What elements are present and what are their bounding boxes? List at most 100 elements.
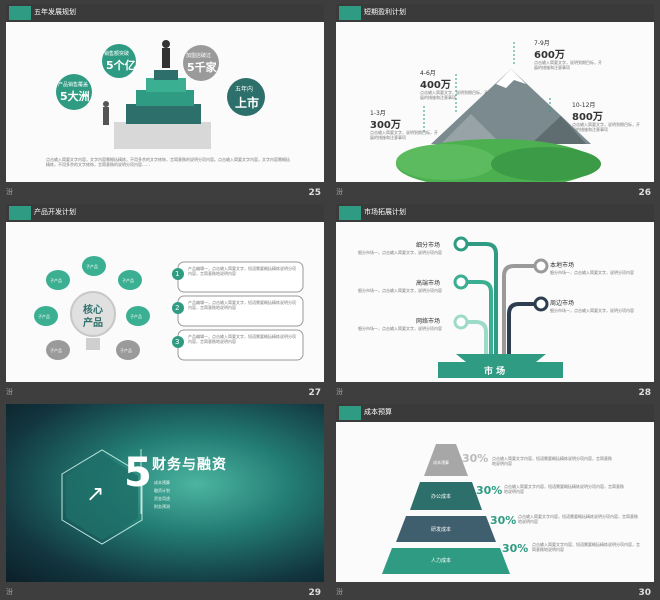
item-text: 产品编辑一，点击输入简要文字，短语需要概括精炼说明分项内容，言简意赅地说明内容	[188, 300, 296, 310]
petal-label: 子产品	[50, 348, 62, 353]
desc-text: 细分市场一，点击输入简要文字，说明分项内容	[358, 250, 442, 255]
bubble-1-value: 5个亿	[106, 59, 136, 72]
pyramid-graphic	[382, 444, 510, 574]
slide-logo-icon	[9, 206, 31, 220]
item-number: 3	[175, 338, 180, 346]
bubble-1-label: 销售额突破	[104, 51, 130, 57]
desc-text: 点击输入简要文字内容，短语需要概括精炼说明分项内容，言简意赅地说明内容	[532, 542, 640, 552]
bubble-2-value: 5千家	[187, 61, 217, 74]
slide-canvas: 成本预算 成本预算 办公成本 研发成本 人力成本 30% 30% 30% 30%…	[336, 404, 654, 582]
section-number: 5	[124, 450, 152, 496]
desc-text: 点击输入简要文字内容，短语需要概括精炼说明分项内容，言简意赅地说明内容	[492, 456, 612, 466]
slide-number: 28	[638, 388, 651, 398]
item-number: 2	[175, 304, 180, 312]
period-label: 7-9月	[534, 40, 550, 47]
period-label: 10-12月	[572, 102, 596, 109]
bubble-4-label: 五年内	[235, 86, 254, 93]
slide-title: 五年发展规划	[34, 8, 76, 16]
item-number: 1	[175, 270, 180, 278]
slide-body-text: 点击输入简要文字内容，文字内容需概括精炼，不用多余的文字修饰，言简意赅的说明分项…	[46, 157, 290, 167]
period-label: 4-6月	[420, 70, 436, 77]
petal-label: 子产品	[38, 314, 50, 319]
amount-label: 300万	[370, 120, 401, 131]
slide-title: 市场拓展计划	[364, 208, 406, 216]
tree-graphic	[438, 236, 563, 378]
section-item: 融资计划	[154, 488, 170, 493]
item-text: 产品编辑一，点击输入简要文字，短语需要概括精炼说明分项内容，言简意赅地说明内容	[188, 334, 296, 344]
market-base-label: 市 场	[484, 367, 506, 377]
slide-number: 29	[308, 588, 321, 598]
slide-number: 25	[308, 188, 321, 198]
flower-graphic	[34, 256, 304, 361]
desc-text: 细分市场一，点击输入简要文字，说明分项内容	[358, 288, 442, 293]
period-label: 1-3月	[370, 110, 386, 117]
slide-mark: 汾	[6, 588, 13, 596]
section-graphic	[61, 449, 143, 545]
slide-logo-icon	[9, 6, 31, 20]
slide-thumb-28[interactable]: 市场拓展计划 细分市场 高端市场 网络市场 本地市场 周边市场 细分市场一，点击…	[330, 200, 657, 398]
slide-thumb-27[interactable]: 产品开发计划 子产品 子产品 子产品 子产品 子产品 子产品 子产品 核心 产品	[0, 200, 327, 398]
market-label: 细分市场	[416, 242, 441, 249]
pyramid-layer-pct: 30%	[502, 542, 529, 555]
pyramid-layer-label: 成本预算	[433, 460, 449, 465]
desc-text: 点击输入简要文字内容，短语需要概括精炼说明分项内容，言简意赅地说明内容	[504, 484, 624, 494]
desc-text: 点击输入简要文字，说明到期目标，开展的措施和注意事项	[534, 60, 602, 70]
slide-title: 产品开发计划	[34, 208, 76, 216]
mountain-graphic	[396, 42, 601, 182]
pyramid-layer-label: 人力成本	[431, 558, 452, 564]
desc-text: 点击输入简要文字内容，短语需要概括精炼说明分项内容，言简意赅地说明内容	[518, 514, 638, 524]
core-product-label: 核心	[83, 305, 103, 316]
bubble-1	[102, 44, 136, 78]
petal-label: 子产品	[50, 278, 62, 283]
slide-canvas: 五年发展规划 销售额突破 5个亿 加盟店破过 5千家 产品销售覆盖 5大洲 五年…	[6, 4, 324, 182]
slide-number: 26	[638, 188, 651, 198]
item-text: 产品编辑一，点击输入简要文字，短语需要概括精炼说明分项内容，言简意赅地说明内容	[188, 266, 296, 276]
desc-text: 细分市场一，点击输入简要文字，说明分项内容	[550, 308, 634, 313]
slide-logo-icon	[339, 406, 361, 420]
section-item: 资金用途	[154, 496, 170, 501]
slide-mark: 汾	[6, 388, 13, 396]
slide-thumb-26[interactable]: 短期盈利计划 1-3月 300万 4-6月 400万 7-9月 600万 10-…	[330, 0, 657, 198]
slide-mark: 汾	[336, 388, 343, 396]
petal-label: 子产品	[130, 314, 142, 319]
amount-label: 600万	[534, 50, 565, 61]
slide-header: 五年发展规划	[6, 4, 324, 22]
slide-header: 成本预算	[336, 404, 654, 422]
bubble-4-value: 上市	[235, 96, 260, 110]
amount-label: 400万	[420, 80, 451, 91]
pyramid-layer-pct: 30%	[490, 514, 517, 527]
slide-header: 市场拓展计划	[336, 204, 654, 222]
desc-text: 点击输入简要文字，说明到期目标，开展的措施和注意事项	[420, 90, 488, 100]
bubble-4	[227, 78, 265, 116]
bubble-2	[183, 45, 219, 81]
podium-graphic	[56, 40, 265, 149]
slide-number: 30	[638, 588, 651, 598]
section-title: 财务与融资	[152, 457, 227, 473]
market-label: 周边市场	[550, 300, 575, 307]
slide-mark: 汾	[336, 588, 343, 596]
section-item: 成本预算	[154, 480, 170, 485]
slide-canvas: ↗ 5 财务与融资 成本预算 融资计划 资金用途 财务预测	[6, 404, 324, 582]
slide-title: 短期盈利计划	[364, 8, 406, 16]
slide-title: 成本预算	[364, 408, 392, 416]
section-item: 财务预测	[154, 504, 170, 509]
bubble-3-label: 产品销售覆盖	[58, 82, 89, 88]
slide-canvas: 短期盈利计划 1-3月 300万 4-6月 400万 7-9月 600万 10-…	[336, 4, 654, 182]
slide-header: 产品开发计划	[6, 204, 324, 222]
desc-text: 点击输入简要文字，说明到期目标，开展的措施和注意事项	[572, 122, 640, 132]
petal-label: 子产品	[86, 264, 98, 269]
slide-thumb-25[interactable]: 五年发展规划 销售额突破 5个亿 加盟店破过 5千家 产品销售覆盖 5大洲 五年…	[0, 0, 327, 198]
slide-mark: 汾	[336, 188, 343, 196]
desc-text: 点击输入简要文字，说明到期目标，开展的措施和注意事项	[370, 130, 438, 140]
slide-header: 短期盈利计划	[336, 4, 654, 22]
slide-number: 27	[308, 388, 321, 398]
pyramid-layer-pct: 30%	[476, 484, 503, 497]
bubble-2-label: 加盟店破过	[186, 53, 212, 59]
desc-text: 细分市场一，点击输入简要文字，说明分项内容	[358, 326, 442, 331]
slide-canvas: 产品开发计划 子产品 子产品 子产品 子产品 子产品 子产品 子产品 核心 产品	[6, 204, 324, 382]
market-label: 网络市场	[416, 318, 441, 325]
slide-thumb-29[interactable]: ↗ 5 财务与融资 成本预算 融资计划 资金用途 财务预测 汾 29	[0, 400, 327, 598]
amount-label: 800万	[572, 112, 603, 123]
slide-thumb-30[interactable]: 成本预算 成本预算 办公成本 研发成本 人力成本 30% 30% 30% 30%…	[330, 400, 657, 598]
desc-text: 细分市场一，点击输入简要文字，说明分项内容	[550, 270, 634, 275]
